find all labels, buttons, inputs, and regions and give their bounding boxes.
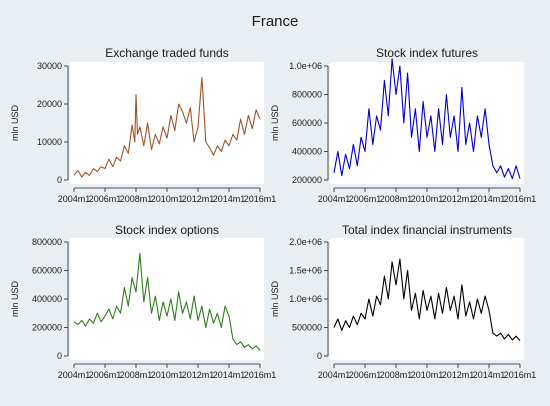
x-tick-label: 2016m1: [244, 194, 277, 204]
x-tick-label: 2006m1: [89, 194, 122, 204]
y-tick-label: 800000: [292, 90, 322, 100]
x-tick-label: 2008m1: [120, 194, 153, 204]
x-tick-label: 2016m1: [504, 370, 537, 380]
y-axis-label: mln USD: [10, 105, 20, 142]
chart-title: Stock index futures: [376, 46, 478, 60]
x-tick-label: 2008m1: [120, 370, 153, 380]
y-tick-label: 0: [57, 175, 62, 185]
y-tick-label: 20000: [37, 99, 62, 109]
y-tick-label: 600000: [32, 266, 62, 276]
y-tick-label: 800000: [32, 237, 62, 247]
x-tick-label: 2006m1: [349, 194, 382, 204]
y-axis-label: mln USD: [270, 281, 280, 318]
chart-panel-2: Stock index futures 200000 400000 600000 800…: [270, 46, 536, 204]
x-tick-label: 2012m1: [442, 370, 475, 380]
chart-panel-4: Total index financial instruments 0 500000…: [270, 223, 536, 380]
x-tick-label: 2004m1: [318, 370, 351, 380]
x-tick-label: 2004m1: [58, 194, 91, 204]
x-tick-label: 2012m1: [182, 194, 215, 204]
x-tick-label: 2008m1: [380, 194, 413, 204]
x-tick-label: 2014m1: [473, 194, 506, 204]
x-tick-label: 2010m1: [151, 194, 184, 204]
y-axis-label: mln USD: [270, 105, 280, 142]
figure-title: France: [252, 13, 299, 30]
x-tick-label: 2014m1: [213, 194, 246, 204]
y-axis-label: mln USD: [10, 281, 20, 318]
x-tick-label: 2016m1: [504, 194, 537, 204]
x-tick-label: 2012m1: [182, 370, 215, 380]
y-tick-label: 1.5e+06: [289, 266, 322, 276]
series-line-1: [333, 258, 521, 341]
plot-area: [330, 238, 524, 360]
chart-title: Total index financial instruments: [342, 223, 512, 237]
chart-panel-1: Exchange traded funds 0 10000 20000 30000 200…: [10, 46, 276, 204]
chart-panel-3: Stock index options 0 200000 400000 600000 80…: [10, 223, 276, 380]
y-tick-label: 200000: [32, 323, 62, 333]
series-line-1: [73, 252, 261, 351]
plot-area: [330, 62, 524, 184]
y-tick-label: 200000: [292, 175, 322, 185]
y-tick-label: 400000: [32, 294, 62, 304]
x-tick-label: 2014m1: [213, 370, 246, 380]
x-tick-label: 2006m1: [349, 370, 382, 380]
chart-title: Stock index options: [115, 223, 219, 237]
x-tick-label: 2010m1: [411, 370, 444, 380]
x-tick-label: 2012m1: [442, 194, 475, 204]
series-line-1: [73, 76, 261, 178]
y-tick-label: 0: [57, 351, 62, 361]
x-tick-label: 2004m1: [58, 370, 91, 380]
x-tick-label: 2010m1: [151, 370, 184, 380]
y-tick-label: 30000: [37, 61, 62, 71]
x-tick-label: 2004m1: [318, 194, 351, 204]
x-tick-label: 2014m1: [473, 370, 506, 380]
x-tick-label: 2006m1: [89, 370, 122, 380]
series-line-1: [333, 58, 521, 180]
y-tick-label: 500000: [292, 323, 322, 333]
plot-area: [70, 62, 264, 184]
y-tick-label: 2.0e+06: [289, 237, 322, 247]
x-tick-label: 2010m1: [411, 194, 444, 204]
y-tick-label: 1.0e+06: [289, 294, 322, 304]
plot-area: [70, 238, 264, 360]
y-tick-label: 600000: [292, 118, 322, 128]
chart-title: Exchange traded funds: [105, 46, 228, 60]
y-tick-label: 10000: [37, 137, 62, 147]
y-tick-label: 0: [317, 351, 322, 361]
y-tick-label: 1.0e+06: [289, 61, 322, 71]
x-tick-label: 2008m1: [380, 370, 413, 380]
y-tick-label: 400000: [292, 147, 322, 157]
x-tick-label: 2016m1: [244, 370, 277, 380]
